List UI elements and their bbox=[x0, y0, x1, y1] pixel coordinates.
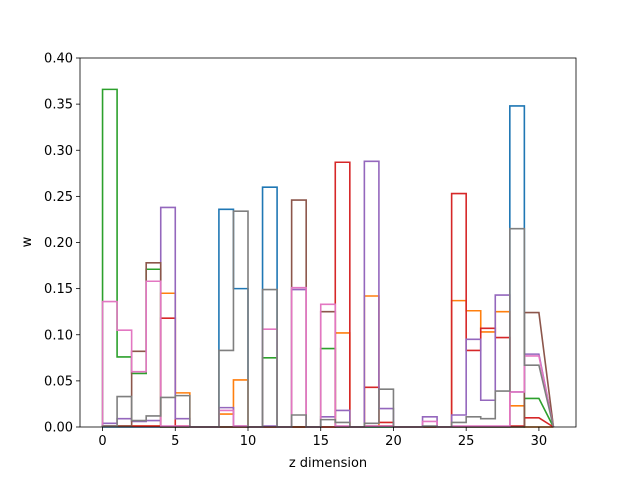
y-axis: 0.00 0.05 0.10 0.15 0.20 0.25 0.30 0.35 0.40 bbox=[44, 52, 80, 436]
y-tick-label: 0.30 bbox=[44, 144, 73, 159]
y-tick-label: 0.10 bbox=[44, 328, 73, 343]
series-8-step bbox=[101, 210, 555, 428]
x-tick-label: 10 bbox=[240, 434, 257, 449]
x-tick-label: 15 bbox=[312, 434, 329, 449]
y-tick-label: 0.40 bbox=[44, 52, 73, 67]
y-tick-label: 0.00 bbox=[44, 421, 73, 436]
x-axis-label: z dimension bbox=[289, 456, 367, 471]
y-tick-label: 0.25 bbox=[44, 190, 73, 205]
x-tick-label: 25 bbox=[458, 434, 475, 449]
y-tick-label: 0.15 bbox=[44, 282, 73, 297]
x-tick-label: 30 bbox=[531, 434, 548, 449]
x-tick-label: 20 bbox=[385, 434, 402, 449]
x-tick-label: 0 bbox=[98, 434, 106, 449]
x-tick-label: 5 bbox=[171, 434, 179, 449]
y-tick-label: 0.05 bbox=[44, 374, 73, 389]
y-axis-label: w bbox=[20, 236, 35, 247]
y-tick-label: 0.35 bbox=[44, 98, 73, 113]
y-tick-label: 0.20 bbox=[44, 236, 73, 251]
x-axis: 0 5 10 15 20 25 30 bbox=[98, 427, 547, 449]
